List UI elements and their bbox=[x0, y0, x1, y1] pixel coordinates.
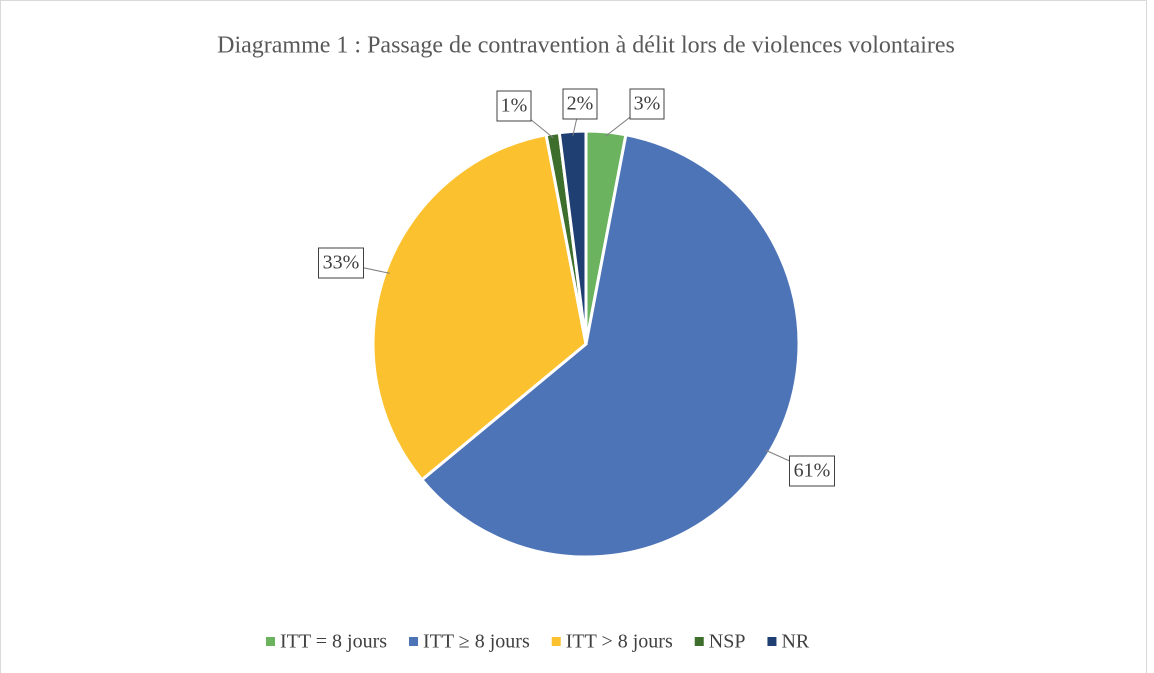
label-box bbox=[789, 455, 835, 487]
data-label: 2% bbox=[567, 93, 594, 115]
legend-swatch bbox=[266, 637, 275, 646]
legend-swatch bbox=[409, 637, 419, 646]
chart-title: Diagramme 1 : Passage de contravention à… bbox=[217, 33, 955, 59]
legend-label: ITT ≥ 8 jours bbox=[423, 631, 530, 653]
data-label: 61% bbox=[794, 460, 831, 482]
legend-label: ITT = 8 jours bbox=[280, 631, 387, 653]
legend-swatch bbox=[694, 637, 704, 646]
label-box bbox=[562, 88, 598, 120]
label-box bbox=[318, 247, 364, 279]
pie-slice bbox=[557, 129, 588, 345]
legend-label: NSP bbox=[709, 631, 746, 653]
label-box bbox=[629, 88, 665, 120]
legend-label: ITT > 8 jours bbox=[566, 631, 673, 653]
data-label: 33% bbox=[323, 252, 360, 274]
data-label: 1% bbox=[501, 95, 528, 117]
legend-label: NR bbox=[781, 631, 809, 653]
legend-swatch bbox=[551, 637, 561, 646]
label-box bbox=[496, 90, 532, 122]
data-label: 3% bbox=[634, 93, 661, 115]
legend-swatch bbox=[767, 637, 777, 646]
pie-slice bbox=[371, 133, 588, 482]
